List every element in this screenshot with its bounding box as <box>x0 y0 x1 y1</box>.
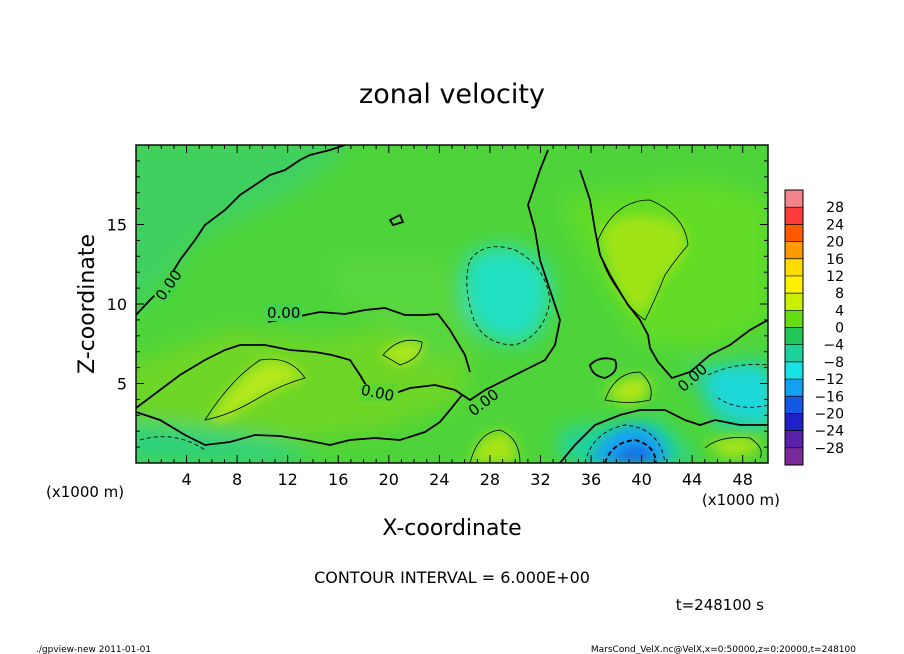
x-tick-label: 4 <box>181 470 191 489</box>
contour-neg-bottom-blue <box>584 424 666 463</box>
contour-pos-left <box>204 358 306 421</box>
contour-pos-bottom-right <box>704 437 762 459</box>
colorbar-label: −28 <box>814 441 844 457</box>
colorbar-swatch <box>785 344 803 363</box>
y-axis-label: Z-coordinate <box>75 234 100 374</box>
colorbar-swatch <box>785 207 803 225</box>
colorbar-swatch <box>785 310 803 328</box>
colorbar-label: 0 <box>835 321 844 337</box>
x-unit-label: (x1000 m) <box>702 491 780 509</box>
contour-zero-mid <box>136 149 561 409</box>
footer-right: MarsCond_VelX.nc@VelX,x=0:50000,z=0:2000… <box>591 645 856 654</box>
colorbar-label: −4 <box>823 338 844 354</box>
x-tick-labels: 4 8 12 16 20 24 28 32 36 40 44 48 <box>181 470 752 489</box>
y-tick-labels: 5 10 15 <box>107 216 127 394</box>
x-tick-label: 8 <box>232 470 242 489</box>
x-tick-label: 40 <box>631 470 651 489</box>
contour-zero-mid-top <box>267 307 471 373</box>
field-yellow-right-upper <box>600 215 686 315</box>
contour-neg-deep <box>604 439 657 463</box>
field-yellow-bottom-mid <box>470 431 517 463</box>
plot-area: 0.00 0.00 0.00 0.00 0.00 <box>136 145 768 463</box>
colorbar-label: 24 <box>826 217 844 233</box>
colorbar-swatch <box>785 430 803 449</box>
chart-title: zonal velocity <box>359 79 545 110</box>
z-unit-label: (x1000 m) <box>46 483 124 501</box>
colorbar-swatch <box>785 413 803 432</box>
colorbar-swatch <box>785 224 803 243</box>
x-tick-label: 12 <box>278 470 298 489</box>
contour-zero-right <box>579 169 768 380</box>
colorbar-label: −24 <box>814 424 844 440</box>
colorbar-swatch <box>785 361 803 380</box>
field-deep-blue-bottom <box>610 445 655 463</box>
colorbar-label: −8 <box>823 355 844 371</box>
contour-neg-right <box>707 364 768 408</box>
colorbar-swatch <box>785 293 803 311</box>
colorbar-label: 20 <box>826 235 844 251</box>
x-tick-label: 16 <box>328 470 348 489</box>
colorbar-swatch <box>785 447 803 466</box>
colorbar-swatch <box>785 275 803 294</box>
colorbar-label: 4 <box>835 303 844 319</box>
x-tick-label: 28 <box>480 470 500 489</box>
x-tick-label: 44 <box>682 470 702 489</box>
x-tick-label: 32 <box>530 470 550 489</box>
contour-pos-bottom-mid <box>469 429 521 463</box>
field-yellow-left <box>210 360 301 422</box>
colorbar-label: 16 <box>826 252 844 268</box>
contour-zero-bottom <box>559 409 768 463</box>
field-upper-left-lobe <box>136 145 354 312</box>
colorbar <box>784 189 804 466</box>
y-tick-label: 15 <box>107 216 127 235</box>
colorbar-label: −20 <box>814 406 844 422</box>
x-tick-label: 36 <box>581 470 601 489</box>
colorbar-swatch <box>785 396 803 414</box>
colorbar-label: −16 <box>814 389 844 405</box>
footer-left: ./gpview-new 2011-01-01 <box>36 645 151 654</box>
contour-zero-small <box>388 213 405 227</box>
contour-pos-mid <box>382 339 423 366</box>
contour-pos-right-upper <box>597 199 689 321</box>
contour-label-2: 0.00 <box>267 304 300 322</box>
field-yellow-bottom-right <box>705 436 760 458</box>
colorbar-label: 8 <box>835 286 844 302</box>
colorbar-swatch <box>785 190 803 208</box>
x-tick-label: 48 <box>733 470 753 489</box>
contour-zero-lower <box>136 394 463 446</box>
x-tick-label: 24 <box>429 470 449 489</box>
axis-ticks <box>136 145 768 463</box>
y-tick-label: 5 <box>117 375 127 394</box>
colorbar-swatch <box>785 258 803 277</box>
contour-zero-island <box>589 357 618 379</box>
colorbar-label: 28 <box>826 200 844 216</box>
field-mid-pale <box>330 260 470 360</box>
y-tick-label: 10 <box>107 295 127 314</box>
contour-interval-text: CONTOUR INTERVAL = 6.000E+00 <box>314 568 590 587</box>
x-tick-label: 20 <box>379 470 399 489</box>
contour-pos-right-lower <box>604 371 652 403</box>
colorbar-label: 12 <box>826 269 844 285</box>
colorbar-swatch <box>785 327 803 346</box>
time-text: t=248100 s <box>676 596 764 614</box>
colorbar-swatch <box>785 379 803 397</box>
colorbar-swatch <box>785 241 803 260</box>
x-axis-label: X-coordinate <box>382 516 521 541</box>
field-cyan-blob <box>462 247 550 343</box>
field-yellow-right-lower <box>605 377 650 405</box>
colorbar-label: −12 <box>814 372 844 388</box>
contour-neg-cyan <box>466 246 551 346</box>
